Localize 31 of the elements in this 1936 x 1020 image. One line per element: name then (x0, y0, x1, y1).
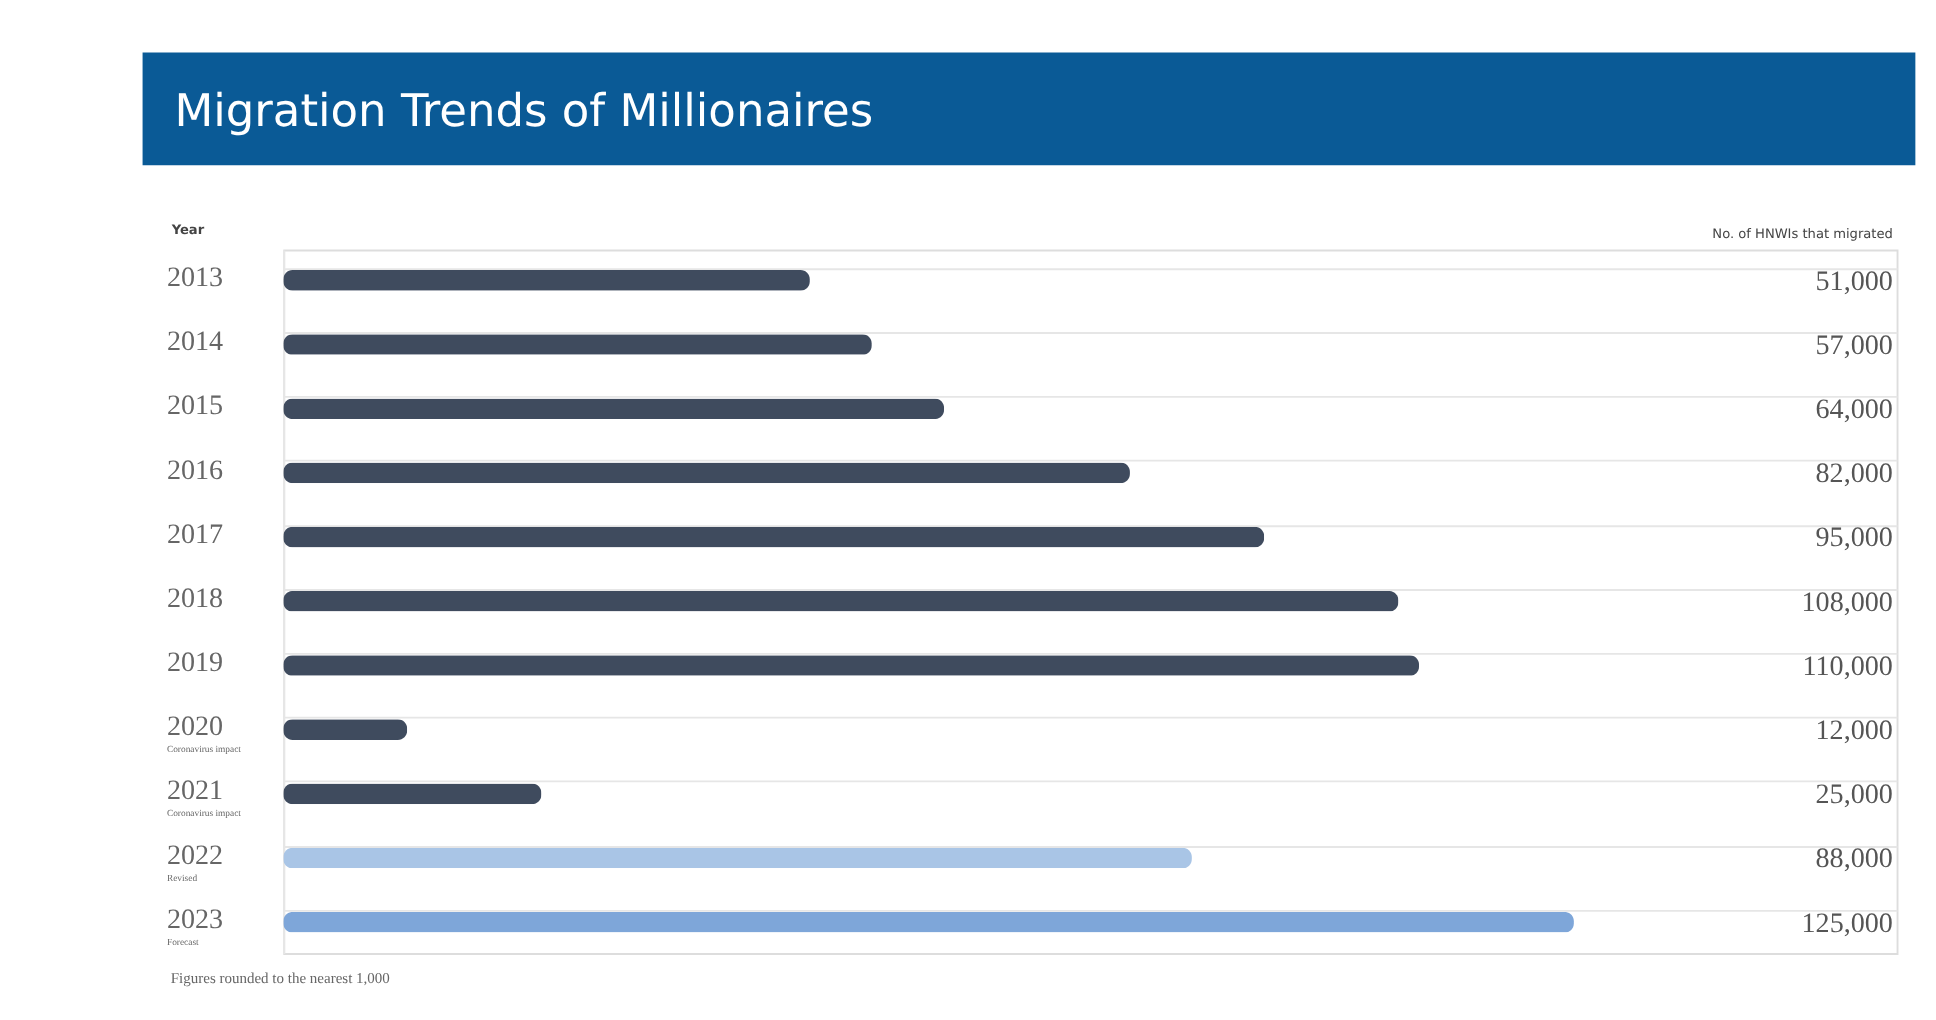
y-tick-label: 2014 (166, 326, 224, 359)
text: Figures rounded to the nearest 1,000 (170, 969, 391, 988)
bar (283, 526, 1265, 548)
bar (283, 270, 810, 291)
data-label: 82,000 (1815, 458, 1893, 491)
bar (283, 911, 1574, 933)
bar (283, 655, 1420, 676)
y-tick-label: 2018 (166, 582, 224, 615)
bar (283, 719, 408, 740)
bar (283, 783, 542, 805)
bar (283, 334, 872, 355)
bar (283, 462, 1130, 484)
y-tick-label: 2013 (166, 261, 224, 294)
bar (283, 590, 1399, 612)
y-tick-label: 2019 (166, 647, 224, 680)
y-tick-label: 2016 (166, 454, 224, 487)
bar (283, 847, 1192, 869)
data-label: 95,000 (1815, 522, 1893, 555)
y-tick-label: 2015 (166, 390, 224, 423)
bar (283, 398, 945, 420)
data-label: 51,000 (1815, 265, 1893, 298)
data-label: 108,000 (1801, 586, 1893, 619)
y-tick-label: 2017 (166, 518, 224, 551)
data-label: 64,000 (1815, 394, 1893, 427)
data-label: 25,000 (1815, 779, 1893, 812)
data-label: 110,000 (1802, 650, 1893, 683)
chart-title: Migration Trends of Millionaires (174, 85, 874, 138)
data-label: 125,000 (1801, 907, 1893, 940)
data-label: 88,000 (1815, 843, 1893, 876)
data-label: 12,000 (1815, 715, 1893, 748)
data-label: 57,000 (1815, 329, 1893, 362)
